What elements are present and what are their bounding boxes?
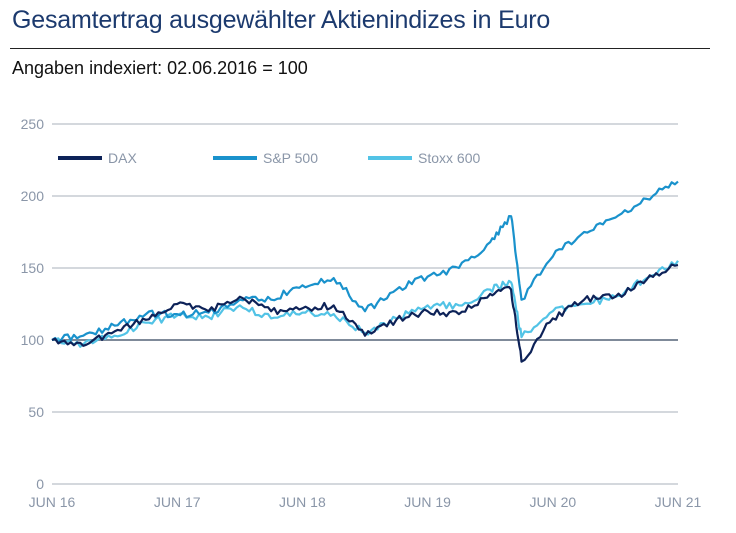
y-tick-label: 150 bbox=[21, 260, 45, 276]
x-tick-label: JUN 17 bbox=[154, 494, 201, 510]
y-tick-label: 50 bbox=[28, 404, 44, 420]
y-axis-ticks: 0 50 100 150 200 250 bbox=[21, 116, 45, 492]
title-divider bbox=[10, 48, 710, 49]
legend: DAX S&P 500 Stoxx 600 bbox=[58, 150, 480, 166]
legend-label: Stoxx 600 bbox=[418, 150, 480, 166]
y-tick-label: 250 bbox=[21, 116, 45, 132]
y-tick-label: 100 bbox=[21, 332, 45, 348]
legend-label: DAX bbox=[108, 150, 137, 166]
x-tick-label: JUN 16 bbox=[29, 494, 76, 510]
y-tick-label: 0 bbox=[36, 476, 44, 492]
x-tick-label: JUN 21 bbox=[655, 494, 702, 510]
x-tick-label: JUN 19 bbox=[404, 494, 451, 510]
x-tick-label: JUN 20 bbox=[529, 494, 576, 510]
chart-subtitle: Angaben indexiert: 02.06.2016 = 100 bbox=[12, 58, 308, 78]
chart-title: Gesamtertrag ausgewählter Aktienindizes … bbox=[12, 6, 551, 34]
legend-label: S&P 500 bbox=[263, 150, 318, 166]
y-tick-label: 200 bbox=[21, 188, 45, 204]
series-line-1 bbox=[51, 180, 679, 344]
x-tick-label: JUN 18 bbox=[279, 494, 326, 510]
x-axis-ticks: JUN 16 JUN 17 JUN 18 JUN 19 JUN 20 JUN 21 bbox=[29, 494, 702, 510]
series-line-0 bbox=[51, 263, 679, 363]
series-lines bbox=[51, 180, 679, 363]
gridlines bbox=[52, 123, 678, 485]
